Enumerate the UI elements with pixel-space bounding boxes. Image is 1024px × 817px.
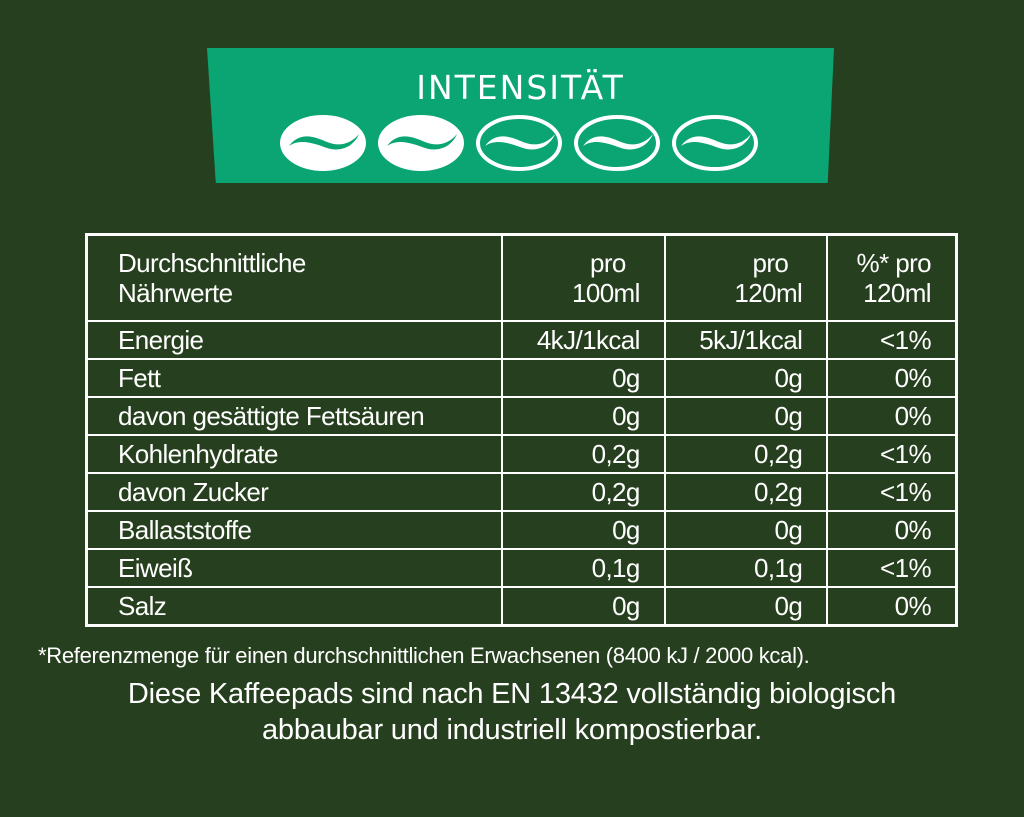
coffee-bean-outline-icon	[573, 114, 661, 177]
coffee-bean-outline-icon	[475, 114, 563, 177]
intensity-title: INTENSITÄT	[416, 68, 625, 107]
intensity-banner: INTENSITÄT	[207, 48, 834, 183]
intensity-rating	[279, 114, 759, 177]
header-per-100ml: pro 100ml	[501, 233, 666, 322]
value-per-120ml: 0,2g	[663, 434, 829, 474]
table-row: davon Zucker 0,2g 0,2g <1%	[85, 472, 958, 512]
header-per-120ml: pro 120ml	[663, 233, 829, 322]
value-per-100ml: 0g	[501, 510, 666, 550]
percent-reference: <1%	[826, 548, 958, 588]
percent-reference: <1%	[826, 434, 958, 474]
table-header-row: Durchschnittliche Nährwerte pro 100ml pro 1…	[85, 233, 958, 322]
nutrient-label: Fett	[85, 358, 504, 398]
value-per-100ml: 4kJ/1kcal	[501, 320, 666, 360]
percent-reference: <1%	[826, 320, 958, 360]
nutrient-label: davon gesättigte Fettsäuren	[85, 396, 504, 436]
nutrient-label: davon Zucker	[85, 472, 504, 512]
compostable-statement: Diese Kaffeepads sind nach EN 13432 voll…	[127, 678, 897, 746]
value-per-120ml: 5kJ/1kcal	[663, 320, 829, 360]
value-per-120ml: 0,1g	[663, 548, 829, 588]
nutrient-label: Salz	[85, 586, 504, 627]
nutrient-label: Energie	[85, 320, 504, 360]
value-per-120ml: 0g	[663, 586, 829, 627]
table-row: Energie 4kJ/1kcal 5kJ/1kcal <1%	[85, 320, 958, 360]
table-row: Kohlenhydrate 0,2g 0,2g <1%	[85, 434, 958, 474]
percent-reference: 0%	[826, 510, 958, 550]
value-per-120ml: 0g	[663, 358, 829, 398]
value-per-100ml: 0,2g	[501, 434, 666, 474]
value-per-100ml: 0,1g	[501, 548, 666, 588]
nutrient-label: Ballaststoffe	[85, 510, 504, 550]
nutrient-label: Eiweiß	[85, 548, 504, 588]
nutrition-table: Durchschnittliche Nährwerte pro 100ml pro 1…	[85, 233, 958, 627]
value-per-100ml: 0,2g	[501, 472, 666, 512]
header-percent-120ml: %* pro 120ml	[826, 233, 958, 322]
value-per-120ml: 0g	[663, 396, 829, 436]
table-row: Eiweiß 0,1g 0,1g <1%	[85, 548, 958, 588]
nutrient-label: Kohlenhydrate	[85, 434, 504, 474]
coffee-bean-outline-icon	[671, 114, 759, 177]
percent-reference: 0%	[826, 358, 958, 398]
table-row: Ballaststoffe 0g 0g 0%	[85, 510, 958, 550]
table-row: Salz 0g 0g 0%	[85, 586, 958, 627]
percent-reference: 0%	[826, 396, 958, 436]
percent-reference: 0%	[826, 586, 958, 627]
value-per-120ml: 0,2g	[663, 472, 829, 512]
value-per-100ml: 0g	[501, 358, 666, 398]
header-label: Durchschnittliche Nährwerte	[85, 233, 504, 322]
table-row: davon gesättigte Fettsäuren 0g 0g 0%	[85, 396, 958, 436]
value-per-120ml: 0g	[663, 510, 829, 550]
percent-reference: <1%	[826, 472, 958, 512]
value-per-100ml: 0g	[501, 396, 666, 436]
coffee-bean-filled-icon	[279, 114, 367, 177]
footnote: *Referenzmenge für einen durchschnittlic…	[38, 643, 810, 668]
table-row: Fett 0g 0g 0%	[85, 358, 958, 398]
value-per-100ml: 0g	[501, 586, 666, 627]
coffee-bean-filled-icon	[377, 114, 465, 177]
